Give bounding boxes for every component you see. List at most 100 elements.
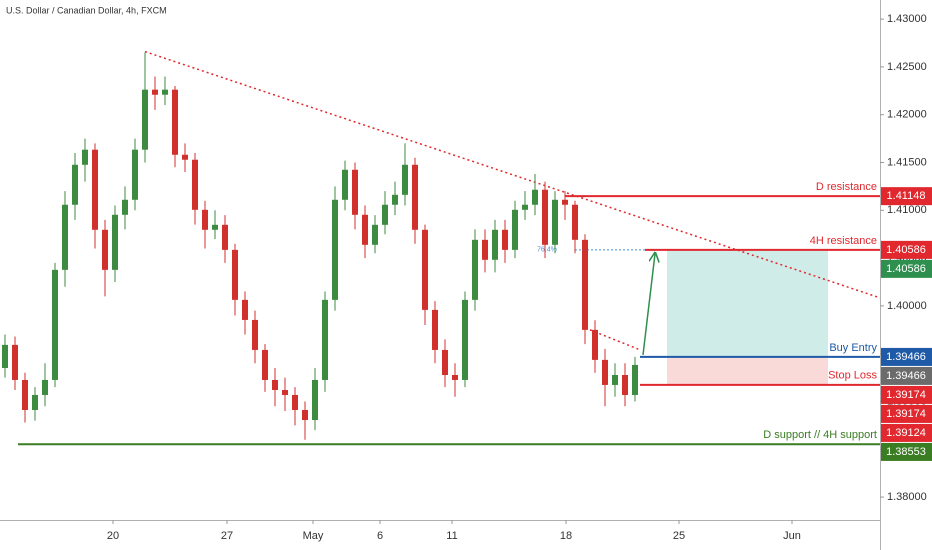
x-tick-label: 20: [107, 530, 119, 542]
y-tick-label: 1.43000: [887, 13, 927, 25]
candle-body: [32, 394, 38, 410]
level-label: D support // 4H support: [763, 429, 877, 441]
candle-body: [92, 149, 98, 230]
candle-body: [42, 379, 48, 395]
candle-body: [602, 359, 608, 385]
candle-body: [82, 149, 88, 165]
candle-body: [632, 364, 638, 395]
candle-body: [142, 89, 148, 150]
level-label: Buy Entry: [829, 342, 877, 354]
candle-body: [162, 89, 168, 95]
y-tick-label: 1.41000: [887, 204, 927, 216]
trade-arrow: [642, 254, 655, 356]
candle-body: [12, 344, 18, 380]
candle-body: [342, 169, 348, 200]
candle-body: [412, 164, 418, 230]
candle-body: [622, 374, 628, 395]
price-tag-label: 1.39466: [886, 370, 926, 382]
candle-body: [212, 224, 218, 230]
candle-body: [262, 349, 268, 380]
candle-body: [542, 189, 548, 245]
candle-body: [132, 149, 138, 200]
candle-body: [192, 159, 198, 210]
price-tag: [881, 423, 932, 442]
candle-body: [592, 329, 598, 360]
candle-body: [322, 299, 328, 380]
x-tick-label: 11: [446, 530, 457, 542]
price-tag: [881, 366, 932, 385]
y-tick-label: 1.42000: [887, 109, 927, 121]
candle-body: [2, 344, 8, 369]
candle-body: [402, 164, 408, 195]
fib-label: 76.4%: [537, 247, 557, 254]
price-tag: [881, 347, 932, 366]
candle-body: [242, 299, 248, 320]
candle-body: [102, 229, 108, 270]
y-tick-label: 1.42500: [887, 61, 927, 73]
candle-body: [292, 394, 298, 410]
x-tick-label: Jun: [783, 530, 801, 542]
candle-body: [572, 204, 578, 240]
candle-body: [122, 199, 128, 215]
candle-body: [22, 379, 28, 410]
price-tag-label: 1.41148: [887, 190, 926, 202]
candle-body: [442, 349, 448, 375]
candle-body: [62, 204, 68, 270]
price-tag-label: 1.39124: [886, 427, 926, 439]
candle-body: [382, 204, 388, 225]
y-tick-label: 1.38000: [887, 491, 927, 503]
price-tag-label: 1.39466: [886, 351, 926, 363]
candle-body: [562, 199, 568, 205]
candle-body: [502, 229, 508, 250]
trendline: [589, 329, 641, 351]
chart-title: U.S. Dollar / Canadian Dollar, 4h, FXCM: [6, 5, 167, 15]
candle-body: [582, 239, 588, 330]
x-tick-label: 18: [560, 530, 572, 542]
candle-body: [432, 309, 438, 350]
candle-body: [452, 374, 458, 380]
candle-body: [152, 89, 158, 95]
price-tag: [881, 240, 932, 259]
level-label: D resistance: [816, 181, 877, 193]
target-zone: [667, 249, 828, 357]
candle-body: [112, 214, 118, 270]
candle-body: [552, 199, 558, 245]
candle-body: [462, 299, 468, 380]
x-tick-label: May: [303, 530, 324, 542]
candle-body: [392, 194, 398, 205]
candle-body: [252, 319, 258, 350]
trendline: [144, 50, 881, 299]
price-tag-label: 1.38553: [886, 446, 926, 458]
candle-body: [482, 239, 488, 260]
candle-body: [72, 164, 78, 205]
price-tag: [881, 259, 932, 278]
candle-body: [312, 379, 318, 421]
y-tick-label: 1.41500: [887, 156, 927, 168]
price-tag: [881, 187, 932, 206]
price-tag: [881, 385, 932, 404]
candle-body: [522, 204, 528, 210]
x-tick-label: 6: [377, 530, 383, 542]
candle-body: [232, 249, 238, 300]
candle-body: [302, 409, 308, 421]
candle-body: [172, 89, 178, 155]
price-tag-label: 1.39174: [886, 389, 926, 401]
price-tag-label: 1.40586: [886, 263, 926, 275]
candle-body: [182, 154, 188, 160]
level-label: 4H resistance: [810, 235, 877, 247]
price-tag-label: 1.39174: [886, 408, 926, 420]
candle-body: [202, 209, 208, 230]
price-tag-label: 1.40586: [886, 244, 926, 256]
candle-body: [492, 229, 498, 260]
level-label: Stop Loss: [828, 370, 877, 382]
candle-body: [282, 390, 288, 395]
candle-body: [222, 224, 228, 250]
candle-body: [472, 239, 478, 300]
candle-body: [272, 379, 278, 390]
candle-body: [532, 189, 538, 205]
x-tick-label: 27: [221, 530, 233, 542]
candle-body: [52, 269, 58, 380]
candle-body: [372, 224, 378, 245]
candle-body: [352, 169, 358, 215]
